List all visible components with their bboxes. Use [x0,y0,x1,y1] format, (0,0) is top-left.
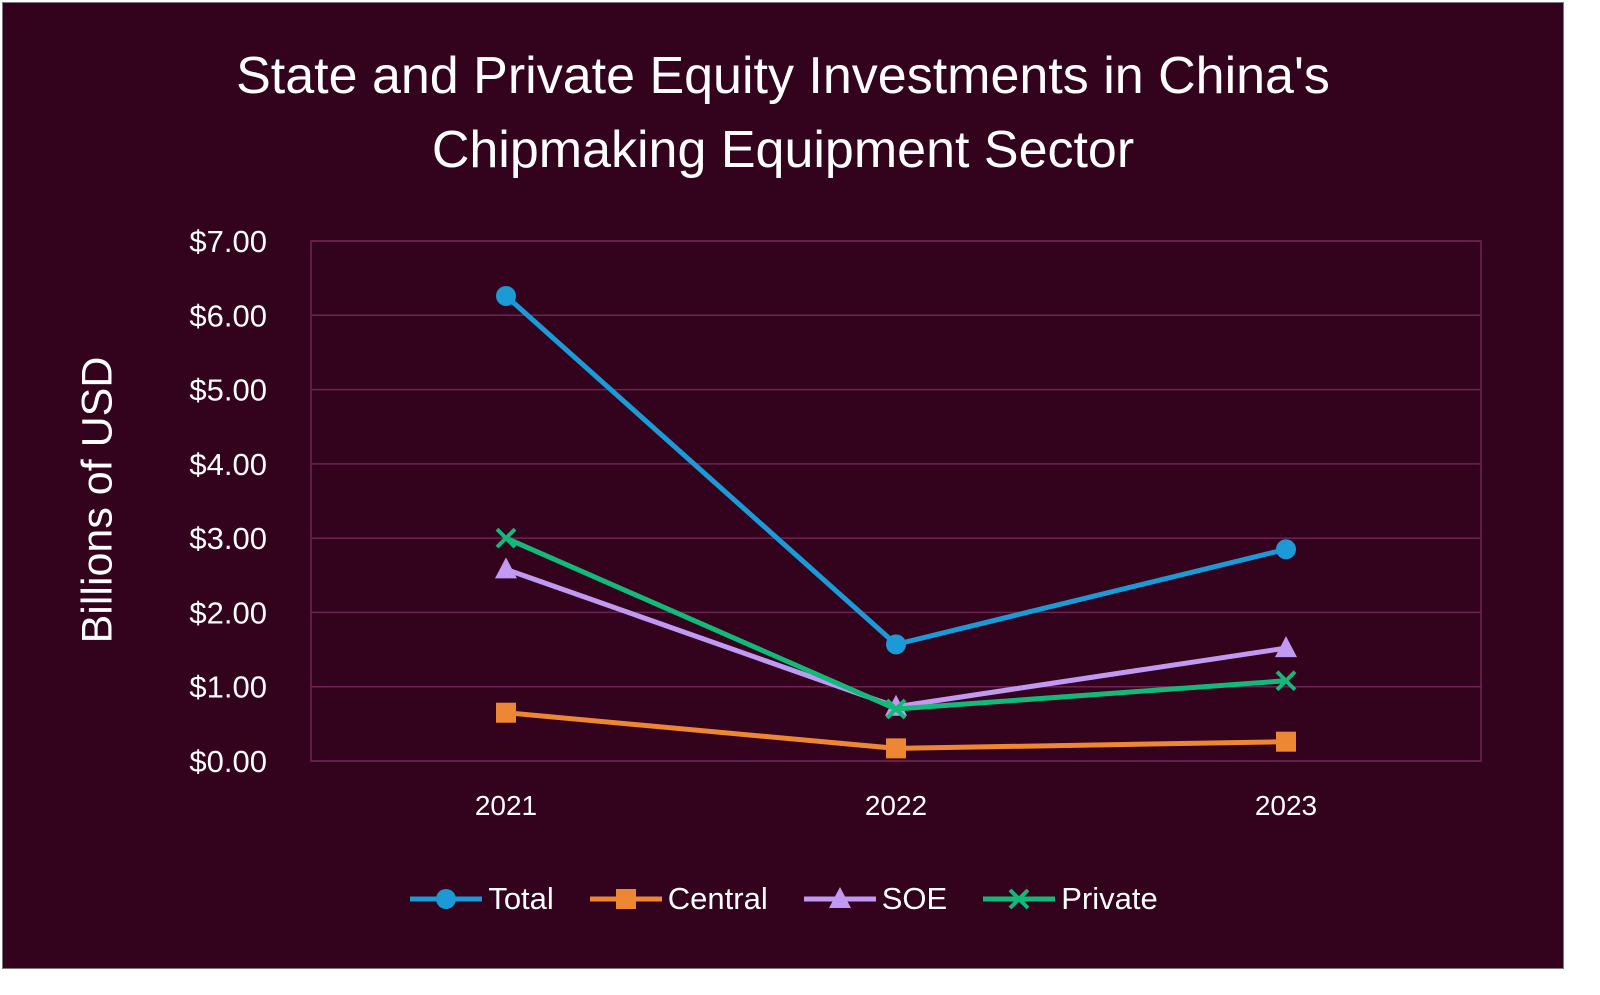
chart-title-line-2: Chipmaking Equipment Sector [431,121,1135,179]
y-tick-label: $1.00 [189,670,267,705]
chart-area: State and Private Equity Investments in … [2,2,1564,969]
chart-title-line-1: State and Private Equity Investments in … [236,47,1330,105]
legend-marker [436,889,457,909]
legend-item-soe: SOE [802,879,947,919]
data-point-soe [1275,636,1297,658]
y-tick-label: $5.00 [189,373,267,408]
data-point-central [496,702,516,723]
x-tick-label: 2021 [475,790,537,821]
y-tick-label: $3.00 [189,521,267,556]
y-tick-label: $7.00 [189,224,267,259]
x-tick-label: 2023 [1255,790,1317,821]
series-line-private [503,535,1289,712]
data-point-total [1276,539,1296,560]
y-tick-label: $6.00 [189,298,267,333]
legend-label-total: Total [488,881,554,916]
legend: Total Central SOE Private [3,879,1563,919]
legend-item-private: Private [981,879,1158,919]
legend-swatch-soe [803,887,876,908]
data-point-central [1276,731,1296,752]
y-tick-label: $2.00 [189,595,267,630]
legend-label-private: Private [1061,881,1158,916]
data-point-private [1275,670,1297,692]
data-point-private [885,698,907,720]
data-point-central [886,738,906,759]
chart-title: State and Private Equity Investments in … [3,39,1563,187]
plot-area: $0.00 $1.00 $2.00 $3.00 $4.00 $5.00 $6.00 $7.00… [189,224,1482,821]
legend-label-soe: SOE [881,881,948,916]
x-tick-label: 2022 [865,790,927,821]
legend-marker [615,889,636,909]
legend-marker [828,887,851,908]
y-tick-label: $0.00 [189,744,267,779]
data-point-total [496,285,516,306]
legend-item-central: Central [588,879,768,919]
legend-swatch-private [983,888,1056,910]
y-tick-label: $4.00 [189,447,267,482]
data-point-private [495,527,517,549]
plot-border [310,240,1482,762]
data-point-total [886,634,906,655]
legend-swatch-total [410,889,483,909]
legend-swatch-central [589,889,662,909]
legend-marker [1008,888,1030,910]
legend-label-central: Central [667,881,768,916]
legend-item-total: Total [408,879,554,919]
data-point-soe [495,557,517,579]
